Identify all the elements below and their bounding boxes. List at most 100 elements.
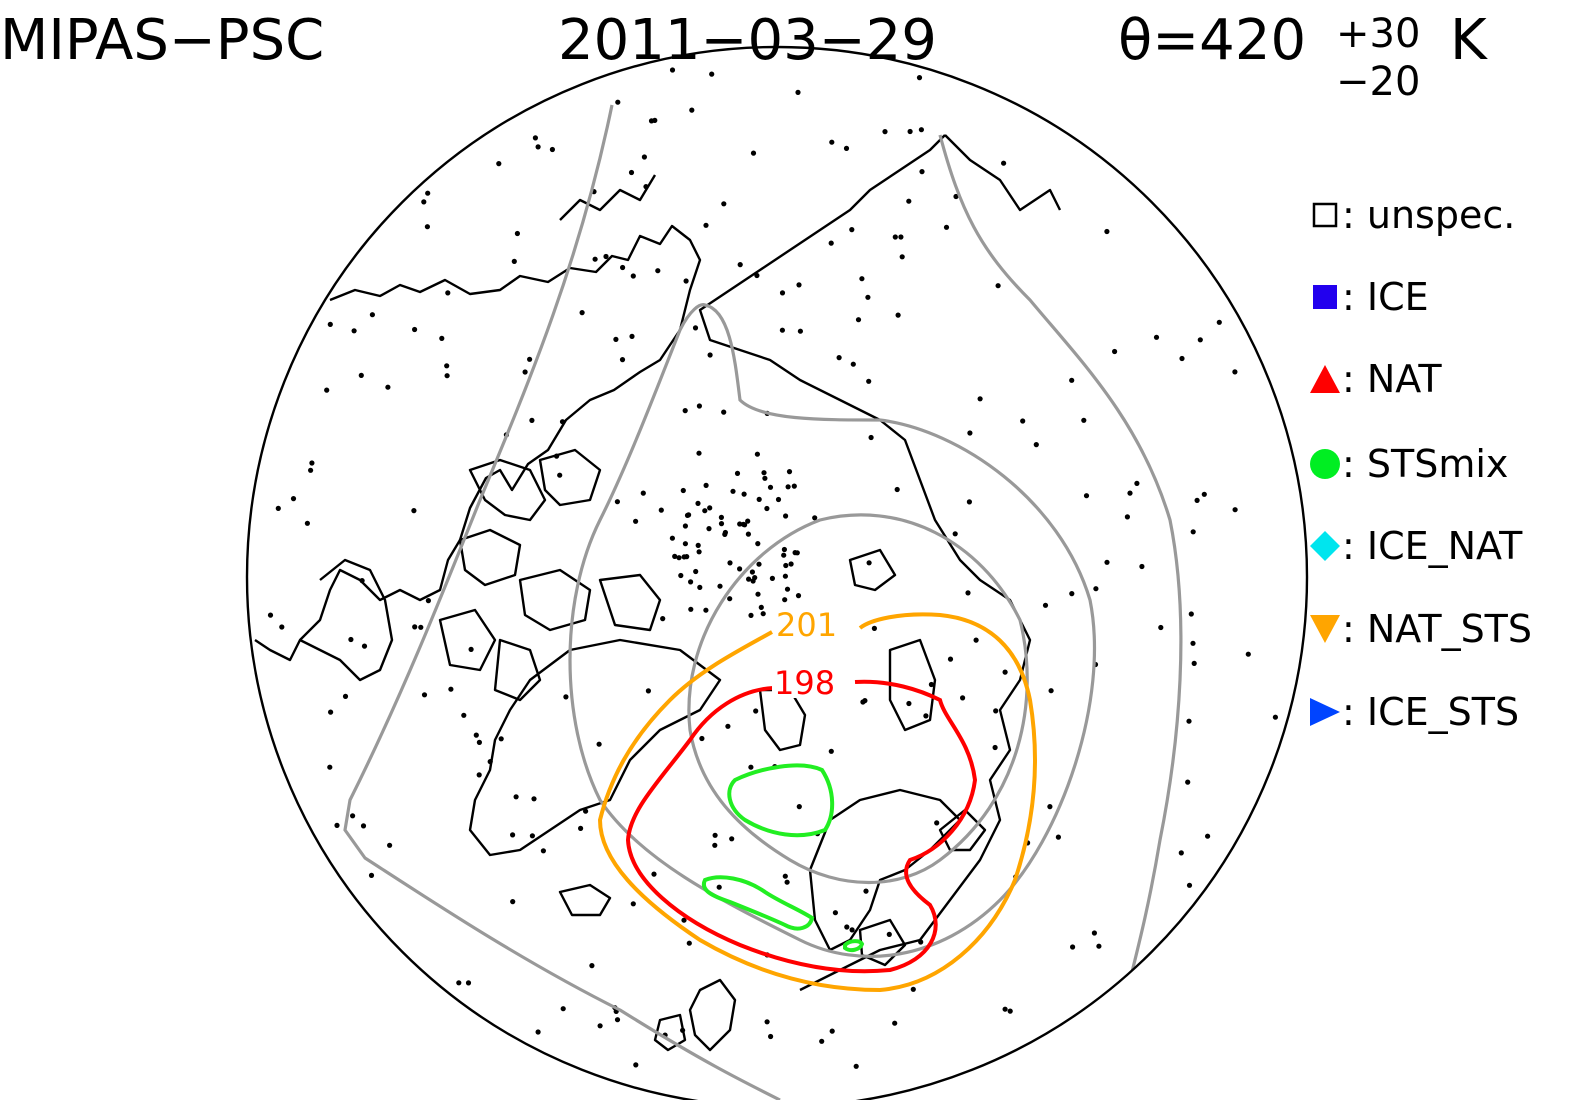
coastline-britain <box>688 978 737 1052</box>
measurement-dot <box>1134 480 1140 486</box>
measurement-dot <box>699 735 705 742</box>
measurement-dot <box>721 409 727 415</box>
measurement-dot <box>1232 369 1238 375</box>
green-contours <box>701 763 865 953</box>
measurement-dot <box>712 832 718 838</box>
measurement-dot <box>412 326 418 333</box>
measurement-dot <box>643 184 649 190</box>
triangle-down-icon <box>1308 612 1342 646</box>
measurement-dot <box>993 708 999 714</box>
measurement-dot <box>630 273 636 279</box>
legend-label-ice-nat: : ICE_NAT <box>1342 524 1523 568</box>
theta-unit: K <box>1450 8 1487 73</box>
measurement-dot <box>682 523 689 529</box>
measurement-dot <box>794 550 800 556</box>
coastline-archipelago-3 <box>458 528 522 587</box>
measurement-dot <box>786 469 793 475</box>
measurement-dot <box>782 597 788 603</box>
measurement-dot <box>603 253 609 260</box>
coastline-iceland <box>558 883 612 917</box>
measurement-dot <box>707 352 713 358</box>
measurement-dot <box>1007 1008 1013 1014</box>
measurement-dot <box>683 278 689 284</box>
contour-201-orange <box>597 612 1037 993</box>
measurement-dot <box>782 873 788 879</box>
contour-201-label: 201 <box>776 606 837 644</box>
measurement-dot <box>1245 651 1251 657</box>
gray-contours <box>343 104 1183 1100</box>
measurement-dot <box>660 616 666 622</box>
measurement-dot <box>1104 559 1110 565</box>
measurement-dot <box>755 541 761 547</box>
measurement-dot <box>686 512 692 518</box>
contour-198-label: 198 <box>774 664 835 702</box>
measurement-dot <box>589 963 595 969</box>
measurement-dot <box>369 312 375 318</box>
measurement-dot <box>620 264 626 271</box>
measurement-dot <box>669 535 676 541</box>
measurement-dot <box>358 372 364 378</box>
measurement-dot <box>918 939 924 945</box>
legend-item-ice-sts: : ICE_STS <box>1308 687 1519 737</box>
measurement-dot <box>686 940 692 946</box>
measurement-dot <box>614 499 621 505</box>
coastline-hudson <box>299 558 394 682</box>
measurement-dot <box>597 1023 603 1029</box>
measurement-dot <box>1179 355 1185 362</box>
measurement-dot <box>1069 377 1075 383</box>
measurement-dot <box>749 569 756 575</box>
measurement-dot <box>496 161 502 167</box>
measurement-dot <box>350 813 356 819</box>
measurement-dot <box>906 700 912 707</box>
measurement-dot <box>387 842 393 848</box>
measurement-dot <box>640 490 646 496</box>
measurement-dot <box>758 604 764 611</box>
measurement-dot <box>1186 718 1192 724</box>
measurement-dot <box>1093 586 1099 592</box>
theta-level: θ=420 <box>1118 8 1307 73</box>
coastlines <box>254 134 1062 1052</box>
measurement-dot <box>1124 514 1130 520</box>
theta-plus: +30 <box>1336 11 1421 57</box>
measurement-dot <box>745 531 752 537</box>
measurement-dot <box>1081 417 1087 423</box>
measurement-dot <box>947 656 954 662</box>
diamond-icon <box>1308 529 1342 563</box>
measurement-dot <box>769 575 776 582</box>
measurement-dot <box>1048 688 1054 694</box>
measurement-dot <box>476 772 482 778</box>
measurement-dot <box>328 709 334 715</box>
measurement-dot <box>696 549 702 555</box>
coastline-white-sea <box>938 808 987 852</box>
measurement-dot <box>361 643 368 649</box>
measurement-dot <box>511 258 517 264</box>
coastline-alaska <box>559 174 657 221</box>
measurement-dot <box>444 363 450 369</box>
measurement-dot <box>788 561 794 567</box>
measurement-dot <box>554 453 560 459</box>
measurement-dot <box>753 708 759 714</box>
legend-label-ice-sts: : ICE_STS <box>1342 690 1520 734</box>
measurement-dot <box>748 764 754 770</box>
measurement-dot <box>275 505 281 511</box>
measurement-dot <box>509 832 516 838</box>
measurement-dot <box>849 227 855 233</box>
measurement-dot <box>681 554 687 560</box>
measurement-dot <box>1002 1006 1008 1012</box>
measurement-dot <box>1201 491 1207 497</box>
measurement-dot <box>756 561 762 567</box>
measurement-dot <box>696 403 703 409</box>
measurement-dot <box>849 927 855 933</box>
measurement-dot <box>916 75 923 81</box>
measurement-dot <box>892 234 898 240</box>
measurement-dot <box>866 378 872 384</box>
measurement-dot <box>641 154 648 160</box>
legend-label-unspec: : unspec. <box>1342 193 1516 237</box>
measurement-dot <box>756 496 762 502</box>
measurement-dot <box>784 879 790 885</box>
measurement-dot <box>760 611 766 617</box>
measurement-dot <box>782 573 789 579</box>
measurement-dot <box>907 128 913 135</box>
legend-item-ice-nat: : ICE_NAT <box>1308 521 1522 571</box>
green-contour-1 <box>727 763 835 838</box>
